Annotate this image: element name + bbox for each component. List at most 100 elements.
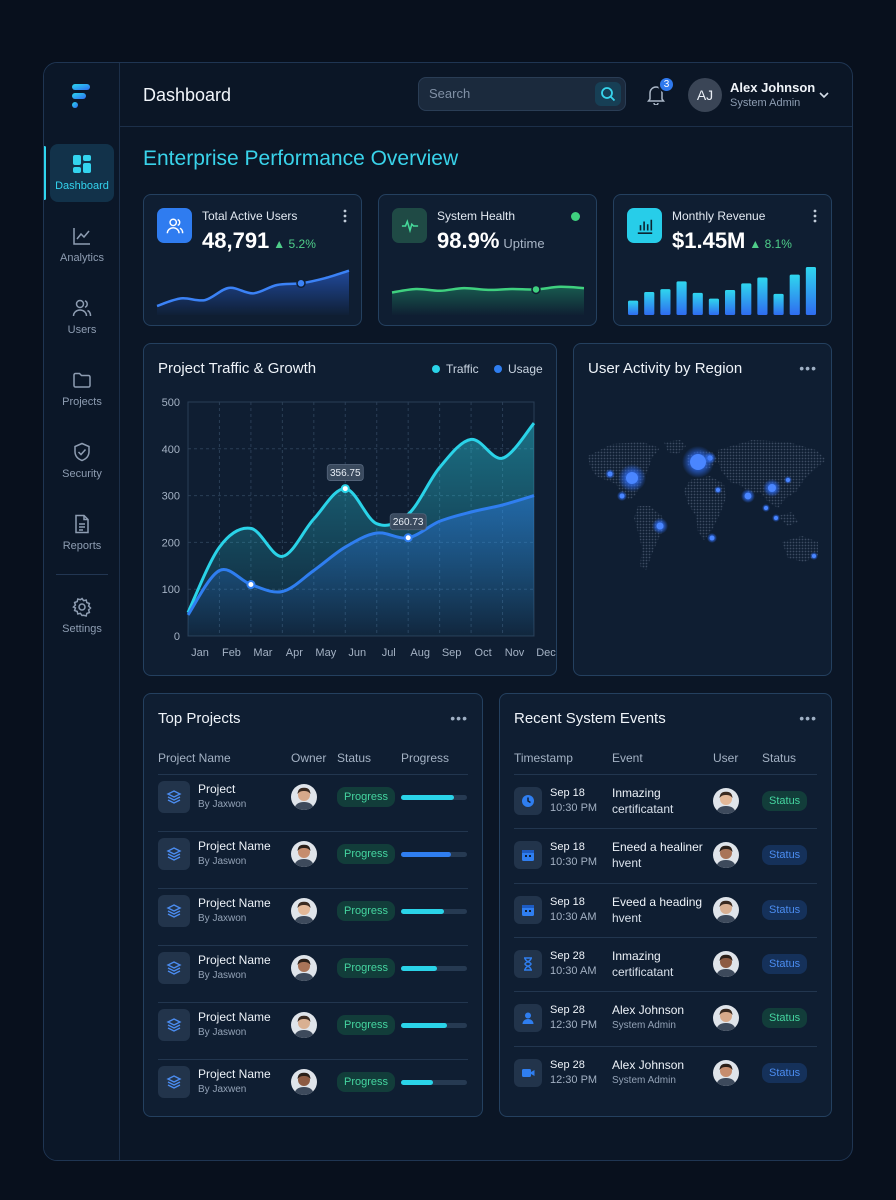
progress-bar: [401, 795, 467, 800]
event-subtitle: hvent: [612, 856, 642, 871]
project-icon-box: [158, 1066, 190, 1098]
trend-line: [156, 269, 350, 308]
table-row[interactable]: Project Name By Jaswon Progress: [144, 831, 482, 888]
kebab-menu-icon[interactable]: [813, 209, 817, 223]
top-header: Dashboard 3 AJ Alex Johnson System Admin: [120, 63, 852, 127]
stat-number: $1.45M: [672, 228, 746, 253]
legend-item-usage[interactable]: Usage: [494, 362, 543, 376]
table-row[interactable]: Sep 28 12:30 PM Alex Johnson System Admin St…: [500, 991, 831, 1045]
column-header[interactable]: Timestamp: [514, 751, 573, 765]
table-row[interactable]: Project Name By Jaxwon Progress: [144, 888, 482, 945]
project-owner: By Jaxwen: [198, 1084, 247, 1095]
status-badge: Status: [762, 953, 808, 974]
table-row[interactable]: Project Name By Jaswon Progress: [144, 1002, 482, 1059]
y-tick-label: 0: [174, 631, 180, 643]
event-date: Sep 28: [550, 949, 585, 962]
search-input[interactable]: [429, 86, 589, 101]
card-title: Recent System Events: [514, 710, 666, 727]
x-tick-label: Jul: [382, 647, 396, 659]
page-title: Dashboard: [143, 85, 232, 105]
stat-icon-box: [627, 208, 662, 243]
table-row[interactable]: Project Name By Jaxwen Progress: [144, 1059, 482, 1116]
column-header[interactable]: Status: [337, 751, 372, 765]
progress-bar: [401, 909, 467, 914]
progress-fill: [401, 1080, 433, 1085]
trend-marker: [296, 278, 306, 289]
legend-item-traffic[interactable]: Traffic: [432, 362, 479, 376]
user-avatar: [713, 896, 739, 923]
sidebar-item-label: Settings: [62, 623, 102, 635]
kebab-menu-icon[interactable]: [343, 209, 347, 223]
progress-bar: [401, 852, 467, 857]
user-avatar[interactable]: AJ: [688, 78, 722, 112]
y-tick-label: 200: [162, 537, 180, 549]
user-avatar: [713, 950, 739, 977]
column-header[interactable]: Owner: [291, 751, 327, 765]
table-row[interactable]: Sep 28 10:30 AM Inmazing certificatant Statu…: [500, 936, 831, 991]
event-date: Sep 18: [550, 841, 585, 854]
table-row[interactable]: Sep 18 10:30 PM Eneed a healiner hvent Statu…: [500, 828, 831, 882]
more-menu-icon[interactable]: •••: [799, 360, 817, 376]
calendar-icon: [522, 850, 534, 862]
status-badge: Status: [762, 791, 808, 811]
event-icon-box: [514, 1004, 542, 1033]
y-tick-label: 400: [162, 444, 180, 456]
sidebar-item-label: Reports: [62, 540, 102, 552]
sidebar-item-security[interactable]: Security: [44, 432, 120, 490]
traffic-chart-card: Project Traffic & Growth Traffic Usage 0…: [143, 343, 557, 676]
column-header[interactable]: Event: [612, 751, 643, 765]
more-menu-icon[interactable]: •••: [799, 710, 817, 726]
layers-icon: [166, 847, 182, 861]
calendar-icon: [522, 904, 534, 916]
sidebar-item-users[interactable]: Users: [44, 288, 120, 346]
revenue-bar: [741, 283, 752, 315]
stat-card-users: Total Active Users 48,791 ▲ 5.2%: [143, 194, 362, 326]
project-icon-box: [158, 895, 190, 927]
search-button[interactable]: [595, 82, 621, 106]
table-row[interactable]: Sep 28 12:30 PM Alex Johnson System Admin St…: [500, 1045, 831, 1100]
event-subtitle: certificatant: [612, 802, 674, 816]
event-time: 10:30 AM: [550, 910, 597, 923]
annotation-label: 356.75: [330, 468, 361, 479]
event-time: 12:30 PM: [550, 1019, 598, 1032]
owner-avatar: [291, 955, 317, 981]
column-header[interactable]: User: [713, 751, 739, 765]
users-icon: [72, 299, 92, 317]
series-line-traffic: [186, 422, 536, 614]
project-owner: By Jaxwon: [198, 913, 247, 924]
status-dot: [571, 212, 580, 221]
layers-icon: [166, 1075, 182, 1089]
sidebar-item-reports[interactable]: Reports: [44, 504, 120, 562]
table-row[interactable]: Sep 18 10:30 AM Eveed a heading hvent Status: [500, 882, 831, 937]
more-menu-icon[interactable]: •••: [450, 710, 468, 726]
project-icon-box: [158, 838, 190, 870]
status-badge: Status: [762, 1062, 808, 1083]
progress-bar: [401, 1080, 467, 1085]
sidebar-item-dashboard[interactable]: Dashboard: [44, 144, 114, 202]
event-subtitle: System Admin: [612, 1020, 676, 1032]
sidebar-item-analytics[interactable]: Analytics: [44, 216, 120, 274]
stat-label: Monthly Revenue: [672, 209, 766, 223]
status-badge: Status: [762, 1008, 808, 1029]
legend-label: Usage: [508, 362, 543, 376]
table-row[interactable]: Project Name By Jaswon Progress: [144, 945, 482, 1002]
event-title: Alex Johnson: [612, 1057, 685, 1072]
event-title: Eneed a healiner: [612, 840, 703, 855]
column-header[interactable]: Progress: [401, 751, 450, 765]
users-icon: [166, 218, 183, 233]
sidebar-item-projects[interactable]: Projects: [44, 360, 120, 418]
hourglass-icon: [524, 957, 532, 971]
annotation-label: 260.73: [393, 517, 424, 528]
column-header[interactable]: Status: [762, 751, 797, 765]
sidebar-item-settings[interactable]: Settings: [44, 587, 120, 645]
table-row[interactable]: Project By Jaxwon Progress: [144, 774, 482, 831]
stat-delta: ▲ 8.1%: [749, 237, 792, 251]
table-row[interactable]: Sep 18 10:30 PM Inmazing certificatant Statu…: [500, 774, 831, 828]
user-role: System Admin: [730, 97, 801, 109]
app-logo-icon: [72, 84, 90, 108]
chevron-down-icon[interactable]: [818, 89, 830, 101]
column-header[interactable]: Project Name: [158, 751, 231, 765]
annotation-marker: [403, 533, 413, 543]
status-badge: Status: [762, 899, 808, 920]
event-time: 12:30 PM: [550, 1073, 598, 1086]
